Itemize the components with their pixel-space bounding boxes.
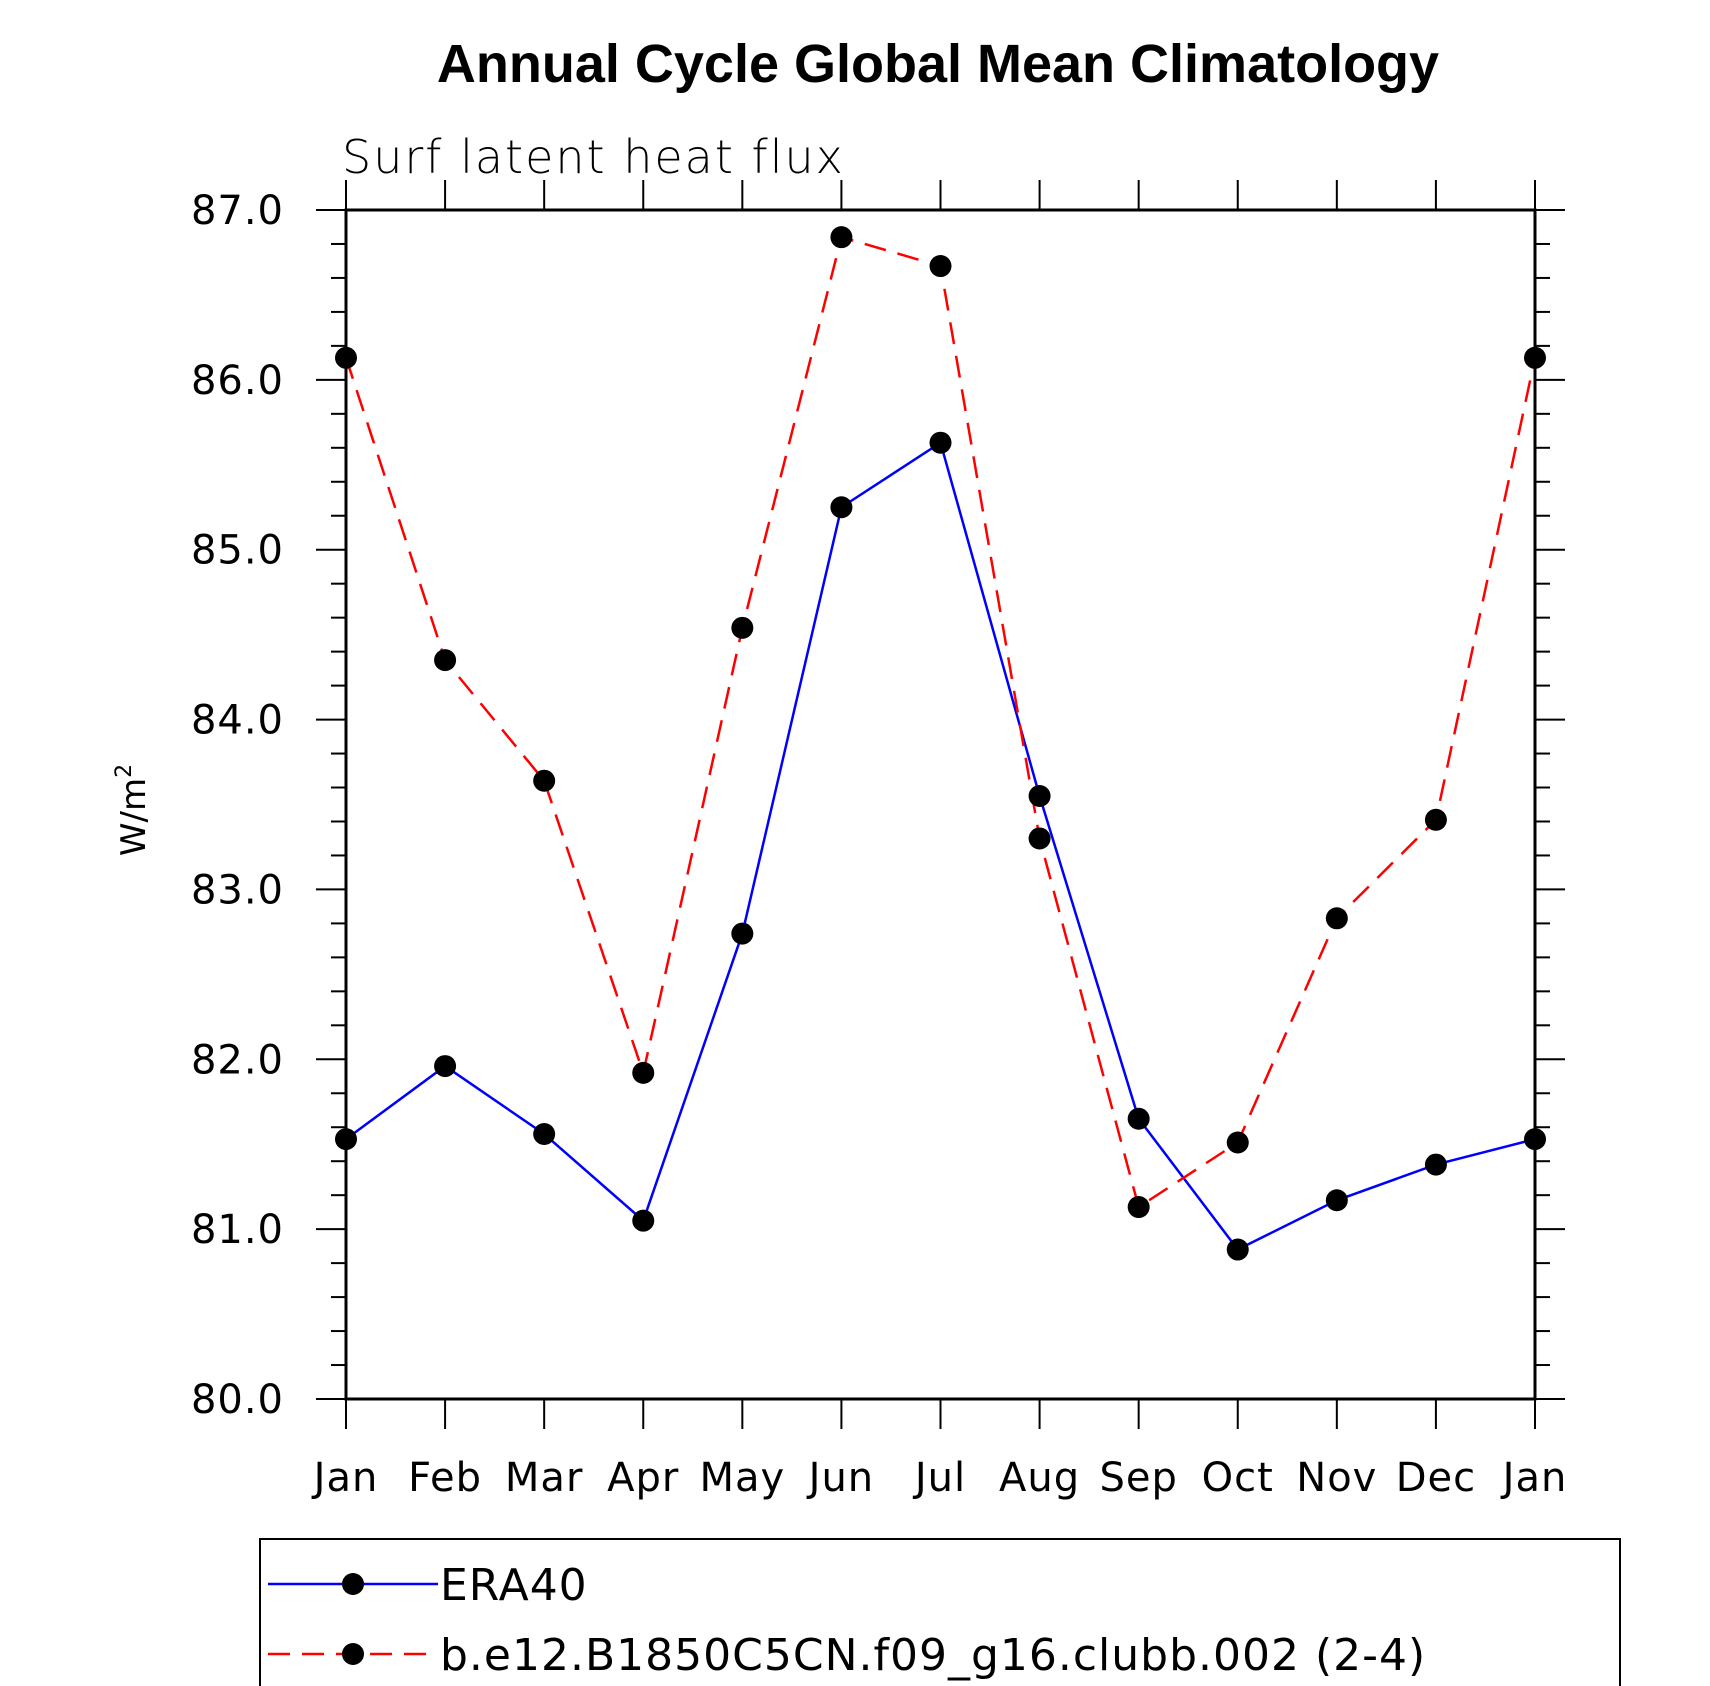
data-point-series-1 xyxy=(335,346,357,369)
data-point-series-1 xyxy=(929,255,952,278)
x-tick-label: Jan xyxy=(311,1455,379,1501)
data-point-series-0 xyxy=(1524,1128,1546,1151)
data-point-series-1 xyxy=(533,769,556,792)
data-point-series-1 xyxy=(1226,1131,1249,1154)
data-point-series-0 xyxy=(434,1055,457,1078)
legend-label-model: b.e12.B1850C5CN.f09_g16.clubb.002 (2-4) xyxy=(440,1630,1426,1681)
x-tick-label: Nov xyxy=(1296,1455,1377,1501)
data-point-series-1 xyxy=(632,1061,655,1084)
chart-subtitle: Surf latent heat flux xyxy=(342,130,845,184)
x-tick-label: Mar xyxy=(505,1455,583,1501)
y-tick-label: 82.0 xyxy=(191,1037,284,1083)
data-point-series-1 xyxy=(1424,808,1447,831)
data-point-series-0 xyxy=(533,1123,556,1146)
x-tick-label: Apr xyxy=(607,1455,679,1501)
x-tick-label: Jun xyxy=(806,1455,875,1501)
data-point-series-0 xyxy=(335,1128,357,1151)
y-tick-label: 83.0 xyxy=(191,867,284,913)
series-line-1 xyxy=(344,235,1537,1210)
x-tick-label: May xyxy=(699,1455,785,1501)
data-point-series-0 xyxy=(1127,1107,1150,1130)
y-axis-label-superscript: 2 xyxy=(112,764,137,778)
data-point-series-1 xyxy=(1524,346,1546,369)
data-point-series-0 xyxy=(1424,1153,1447,1176)
legend: ERA40 b.e12.B1850C5CN.f09_g16.clubb.002 … xyxy=(259,1538,1621,1686)
data-point-series-1 xyxy=(434,649,457,672)
legend-marker-model xyxy=(342,1643,364,1665)
x-tick-label: Jul xyxy=(912,1455,966,1501)
plot-frame xyxy=(344,208,1537,1401)
data-point-series-0 xyxy=(632,1209,655,1232)
series-layer xyxy=(335,226,1546,1261)
y-axis: 80.0 81.0 82.0 83.0 84.0 85.0 86.0 87.0 xyxy=(191,188,1565,1423)
x-tick-label: Jan xyxy=(1500,1455,1568,1501)
y-tick-label: 87.0 xyxy=(191,188,284,234)
plot-area: 80.0 81.0 82.0 83.0 84.0 85.0 86.0 87.0 Jan Feb M… xyxy=(191,180,1568,1501)
x-tick-label: Feb xyxy=(408,1455,482,1501)
data-point-series-1 xyxy=(1325,907,1348,930)
y-tick-label: 80.0 xyxy=(191,1377,284,1423)
legend-box xyxy=(259,1538,1621,1686)
y-tick-label: 85.0 xyxy=(191,528,284,574)
data-point-series-0 xyxy=(830,496,853,519)
data-point-series-1 xyxy=(1028,827,1051,850)
x-tick-label: Sep xyxy=(1099,1455,1177,1501)
y-axis-label: W/m2 xyxy=(112,764,154,856)
series-line-0 xyxy=(345,440,1536,1252)
x-tick-label: Oct xyxy=(1202,1455,1274,1501)
data-point-series-1 xyxy=(830,226,853,249)
y-tick-label: 84.0 xyxy=(191,698,284,744)
data-point-series-0 xyxy=(1325,1189,1348,1212)
data-point-series-0 xyxy=(1028,785,1051,808)
data-point-series-0 xyxy=(731,922,754,945)
y-axis-label-unit: W/m xyxy=(114,778,154,856)
x-axis: Jan Feb Mar Apr May Jun Jul Aug Sep Oct Nov Dec Jan xyxy=(311,180,1568,1501)
data-point-series-0 xyxy=(1226,1238,1249,1261)
legend-label-era40: ERA40 xyxy=(440,1560,588,1611)
x-tick-label: Aug xyxy=(999,1455,1080,1501)
y-tick-label: 81.0 xyxy=(191,1207,284,1253)
chart-title: Annual Cycle Global Mean Climatology xyxy=(437,34,1439,94)
x-tick-label: Dec xyxy=(1396,1455,1476,1501)
data-point-series-1 xyxy=(1127,1196,1150,1219)
legend-marker-era40 xyxy=(342,1573,364,1595)
y-tick-label: 86.0 xyxy=(191,358,284,404)
data-point-series-1 xyxy=(731,616,754,639)
data-point-series-0 xyxy=(929,431,952,454)
